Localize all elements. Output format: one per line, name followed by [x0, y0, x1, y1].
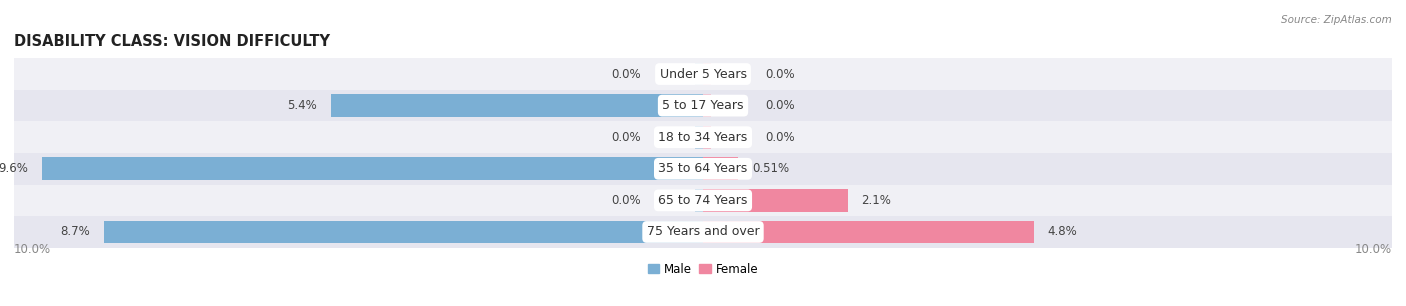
Text: 10.0%: 10.0% [14, 243, 51, 256]
Text: 35 to 64 Years: 35 to 64 Years [658, 162, 748, 175]
Text: 10.0%: 10.0% [1355, 243, 1392, 256]
Text: Source: ZipAtlas.com: Source: ZipAtlas.com [1281, 15, 1392, 25]
Bar [695, 189, 703, 212]
Bar [42, 157, 703, 180]
Text: 0.0%: 0.0% [612, 194, 641, 207]
Text: 0.0%: 0.0% [765, 131, 794, 144]
Bar [703, 63, 711, 85]
Bar [330, 94, 703, 117]
Text: 0.0%: 0.0% [765, 68, 794, 80]
Text: 4.8%: 4.8% [1047, 226, 1077, 238]
Text: 65 to 74 Years: 65 to 74 Years [658, 194, 748, 207]
Bar [703, 157, 738, 180]
Text: 9.6%: 9.6% [0, 162, 28, 175]
Bar [695, 63, 703, 85]
Text: 5.4%: 5.4% [287, 99, 318, 112]
Text: 8.7%: 8.7% [60, 226, 90, 238]
Text: DISABILITY CLASS: VISION DIFFICULTY: DISABILITY CLASS: VISION DIFFICULTY [14, 34, 330, 49]
Text: 0.0%: 0.0% [612, 68, 641, 80]
Text: 5 to 17 Years: 5 to 17 Years [662, 99, 744, 112]
Bar [703, 94, 711, 117]
Bar [14, 216, 1392, 248]
Text: 18 to 34 Years: 18 to 34 Years [658, 131, 748, 144]
Bar [703, 126, 711, 149]
Text: 0.0%: 0.0% [612, 131, 641, 144]
Bar [703, 189, 848, 212]
Bar [104, 221, 703, 243]
Legend: Male, Female: Male, Female [643, 258, 763, 280]
Bar [14, 90, 1392, 121]
Bar [14, 185, 1392, 216]
Bar [14, 58, 1392, 90]
Text: Under 5 Years: Under 5 Years [659, 68, 747, 80]
Bar [695, 126, 703, 149]
Text: 0.51%: 0.51% [752, 162, 789, 175]
Bar [14, 153, 1392, 185]
Text: 0.0%: 0.0% [765, 99, 794, 112]
Bar [14, 121, 1392, 153]
Text: 75 Years and over: 75 Years and over [647, 226, 759, 238]
Bar [703, 221, 1033, 243]
Text: 2.1%: 2.1% [862, 194, 891, 207]
